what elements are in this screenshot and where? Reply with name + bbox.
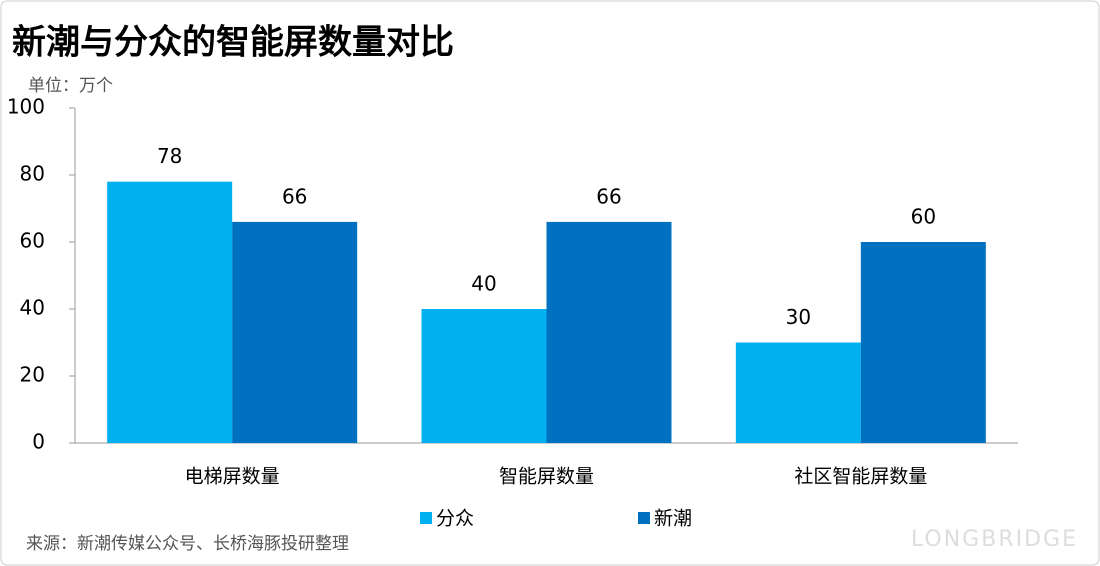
- y-tick-label: 80: [20, 162, 45, 186]
- x-tick-label: 智能屏数量: [499, 466, 594, 488]
- bar: [421, 309, 547, 443]
- value-label: 66: [282, 184, 307, 208]
- legend-swatch: [420, 512, 432, 524]
- bar: [860, 242, 986, 443]
- value-label: 60: [911, 205, 936, 229]
- source: 来源：新潮传媒公众号、长桥海豚投研整理: [26, 534, 349, 554]
- bar: [735, 342, 861, 443]
- y-tick-label: 40: [20, 296, 45, 320]
- watermark: LONGBRIDGE: [911, 527, 1078, 552]
- y-tick-label: 0: [32, 430, 45, 454]
- value-label: 66: [596, 184, 621, 208]
- y-tick-label: 60: [20, 229, 45, 253]
- y-tick-label: 100: [7, 95, 45, 119]
- legend-label: 新潮: [654, 508, 692, 530]
- legend-label: 分众: [436, 508, 474, 530]
- unit-label: 单位：万个: [28, 76, 113, 96]
- value-label: 40: [471, 272, 496, 296]
- bar: [107, 181, 233, 443]
- chart-title: 新潮与分众的智能屏数量对比: [12, 23, 454, 63]
- bar: [232, 221, 358, 443]
- bar: [546, 221, 672, 443]
- value-label: 78: [157, 144, 182, 168]
- value-label: 30: [786, 305, 811, 329]
- x-tick-label: 社区智能屏数量: [794, 466, 927, 488]
- legend-swatch: [638, 512, 650, 524]
- y-tick-label: 20: [20, 363, 45, 387]
- x-tick-label: 电梯屏数量: [185, 466, 280, 488]
